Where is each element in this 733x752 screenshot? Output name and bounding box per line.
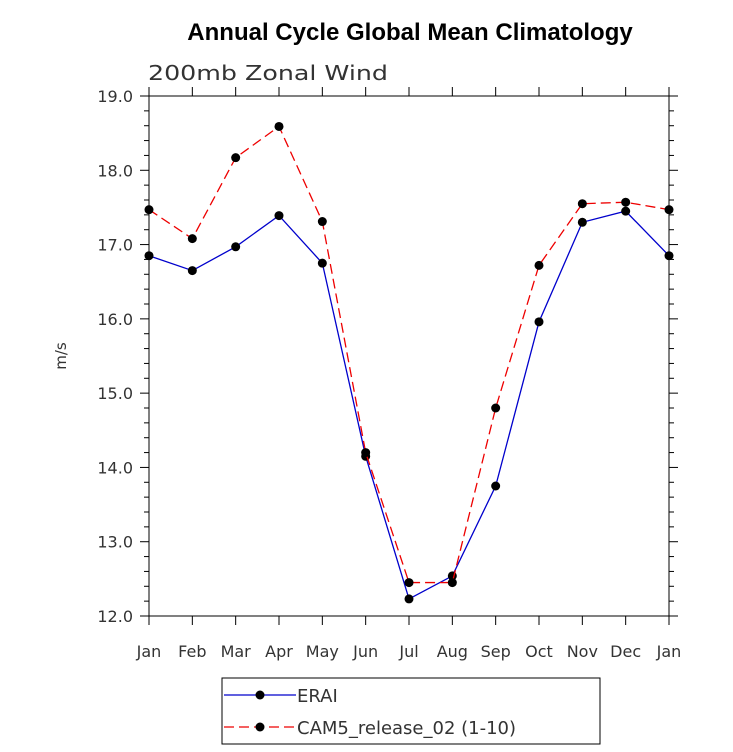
y-tick-label: 19.0 — [97, 87, 133, 106]
legend-entry: CAM5_release_02 (1-10) — [224, 718, 516, 739]
y-axis-tick-labels: 12.0 13.0 14.0 15.0 16.0 17.0 18.0 19.0 — [97, 87, 133, 626]
y-axis-label: m/s — [52, 342, 70, 370]
data-point — [274, 121, 284, 131]
data-point — [274, 211, 284, 221]
chart-title: Annual Cycle Global Mean Climatology — [187, 19, 633, 46]
axis-ticks — [140, 87, 678, 625]
data-point — [187, 266, 197, 276]
data-point — [231, 242, 241, 252]
data-point — [404, 594, 414, 604]
x-tick-label: Jan — [136, 642, 162, 661]
y-tick-label: 17.0 — [97, 236, 133, 255]
y-tick-label: 14.0 — [97, 458, 133, 477]
x-tick-label: Nov — [567, 642, 598, 661]
data-point — [534, 260, 544, 270]
legend-marker — [255, 722, 265, 732]
legend-label: ERAI — [297, 686, 338, 707]
x-tick-label: Sep — [481, 642, 511, 661]
data-point — [577, 199, 587, 209]
legend — [221, 677, 601, 745]
data-point — [491, 481, 501, 491]
data-point — [144, 205, 154, 215]
series-line — [148, 210, 670, 600]
y-tick-label: 18.0 — [97, 161, 133, 180]
x-tick-label: Feb — [178, 642, 206, 661]
series-layer — [144, 121, 674, 604]
x-tick-label: Dec — [610, 642, 641, 661]
x-tick-label: Oct — [525, 642, 553, 661]
x-tick-label: Jun — [352, 642, 378, 661]
y-tick-label: 13.0 — [97, 533, 133, 552]
series-2 — [144, 121, 674, 588]
x-tick-label: Apr — [265, 642, 293, 661]
x-tick-label: Jul — [398, 642, 418, 661]
series-1 — [144, 206, 674, 604]
y-tick-label: 16.0 — [97, 310, 133, 329]
y-tick-label: 15.0 — [97, 384, 133, 403]
data-point — [187, 234, 197, 244]
series-line — [148, 125, 670, 584]
legend-marker — [255, 690, 265, 700]
data-point — [621, 197, 631, 207]
legend-label: CAM5_release_02 (1-10) — [297, 718, 516, 739]
chart-subtitle: 200mb Zonal Wind — [148, 61, 388, 85]
legend-entry: ERAI — [224, 686, 338, 707]
x-tick-label: May — [306, 642, 339, 661]
data-point — [317, 217, 327, 227]
y-tick-label: 12.0 — [97, 607, 133, 626]
x-tick-label: Mar — [221, 642, 252, 661]
data-point — [664, 205, 674, 215]
data-point — [144, 251, 154, 261]
data-point — [231, 153, 241, 163]
data-point — [361, 448, 371, 458]
x-axis-tick-labels: Jan Feb Mar Apr May Jun Jul Aug Sep Oct Nov Dec Jan — [136, 642, 682, 661]
data-point — [317, 258, 327, 268]
data-point — [491, 403, 501, 413]
data-point — [447, 578, 457, 588]
data-point — [621, 206, 631, 216]
x-tick-label: Aug — [437, 642, 468, 661]
x-tick-label: Jan — [656, 642, 682, 661]
data-point — [404, 578, 414, 588]
data-point — [577, 217, 587, 227]
data-point — [534, 317, 544, 327]
data-point — [664, 251, 674, 261]
legend-items: ERAI CAM5_release_02 (1-10) — [224, 686, 516, 739]
